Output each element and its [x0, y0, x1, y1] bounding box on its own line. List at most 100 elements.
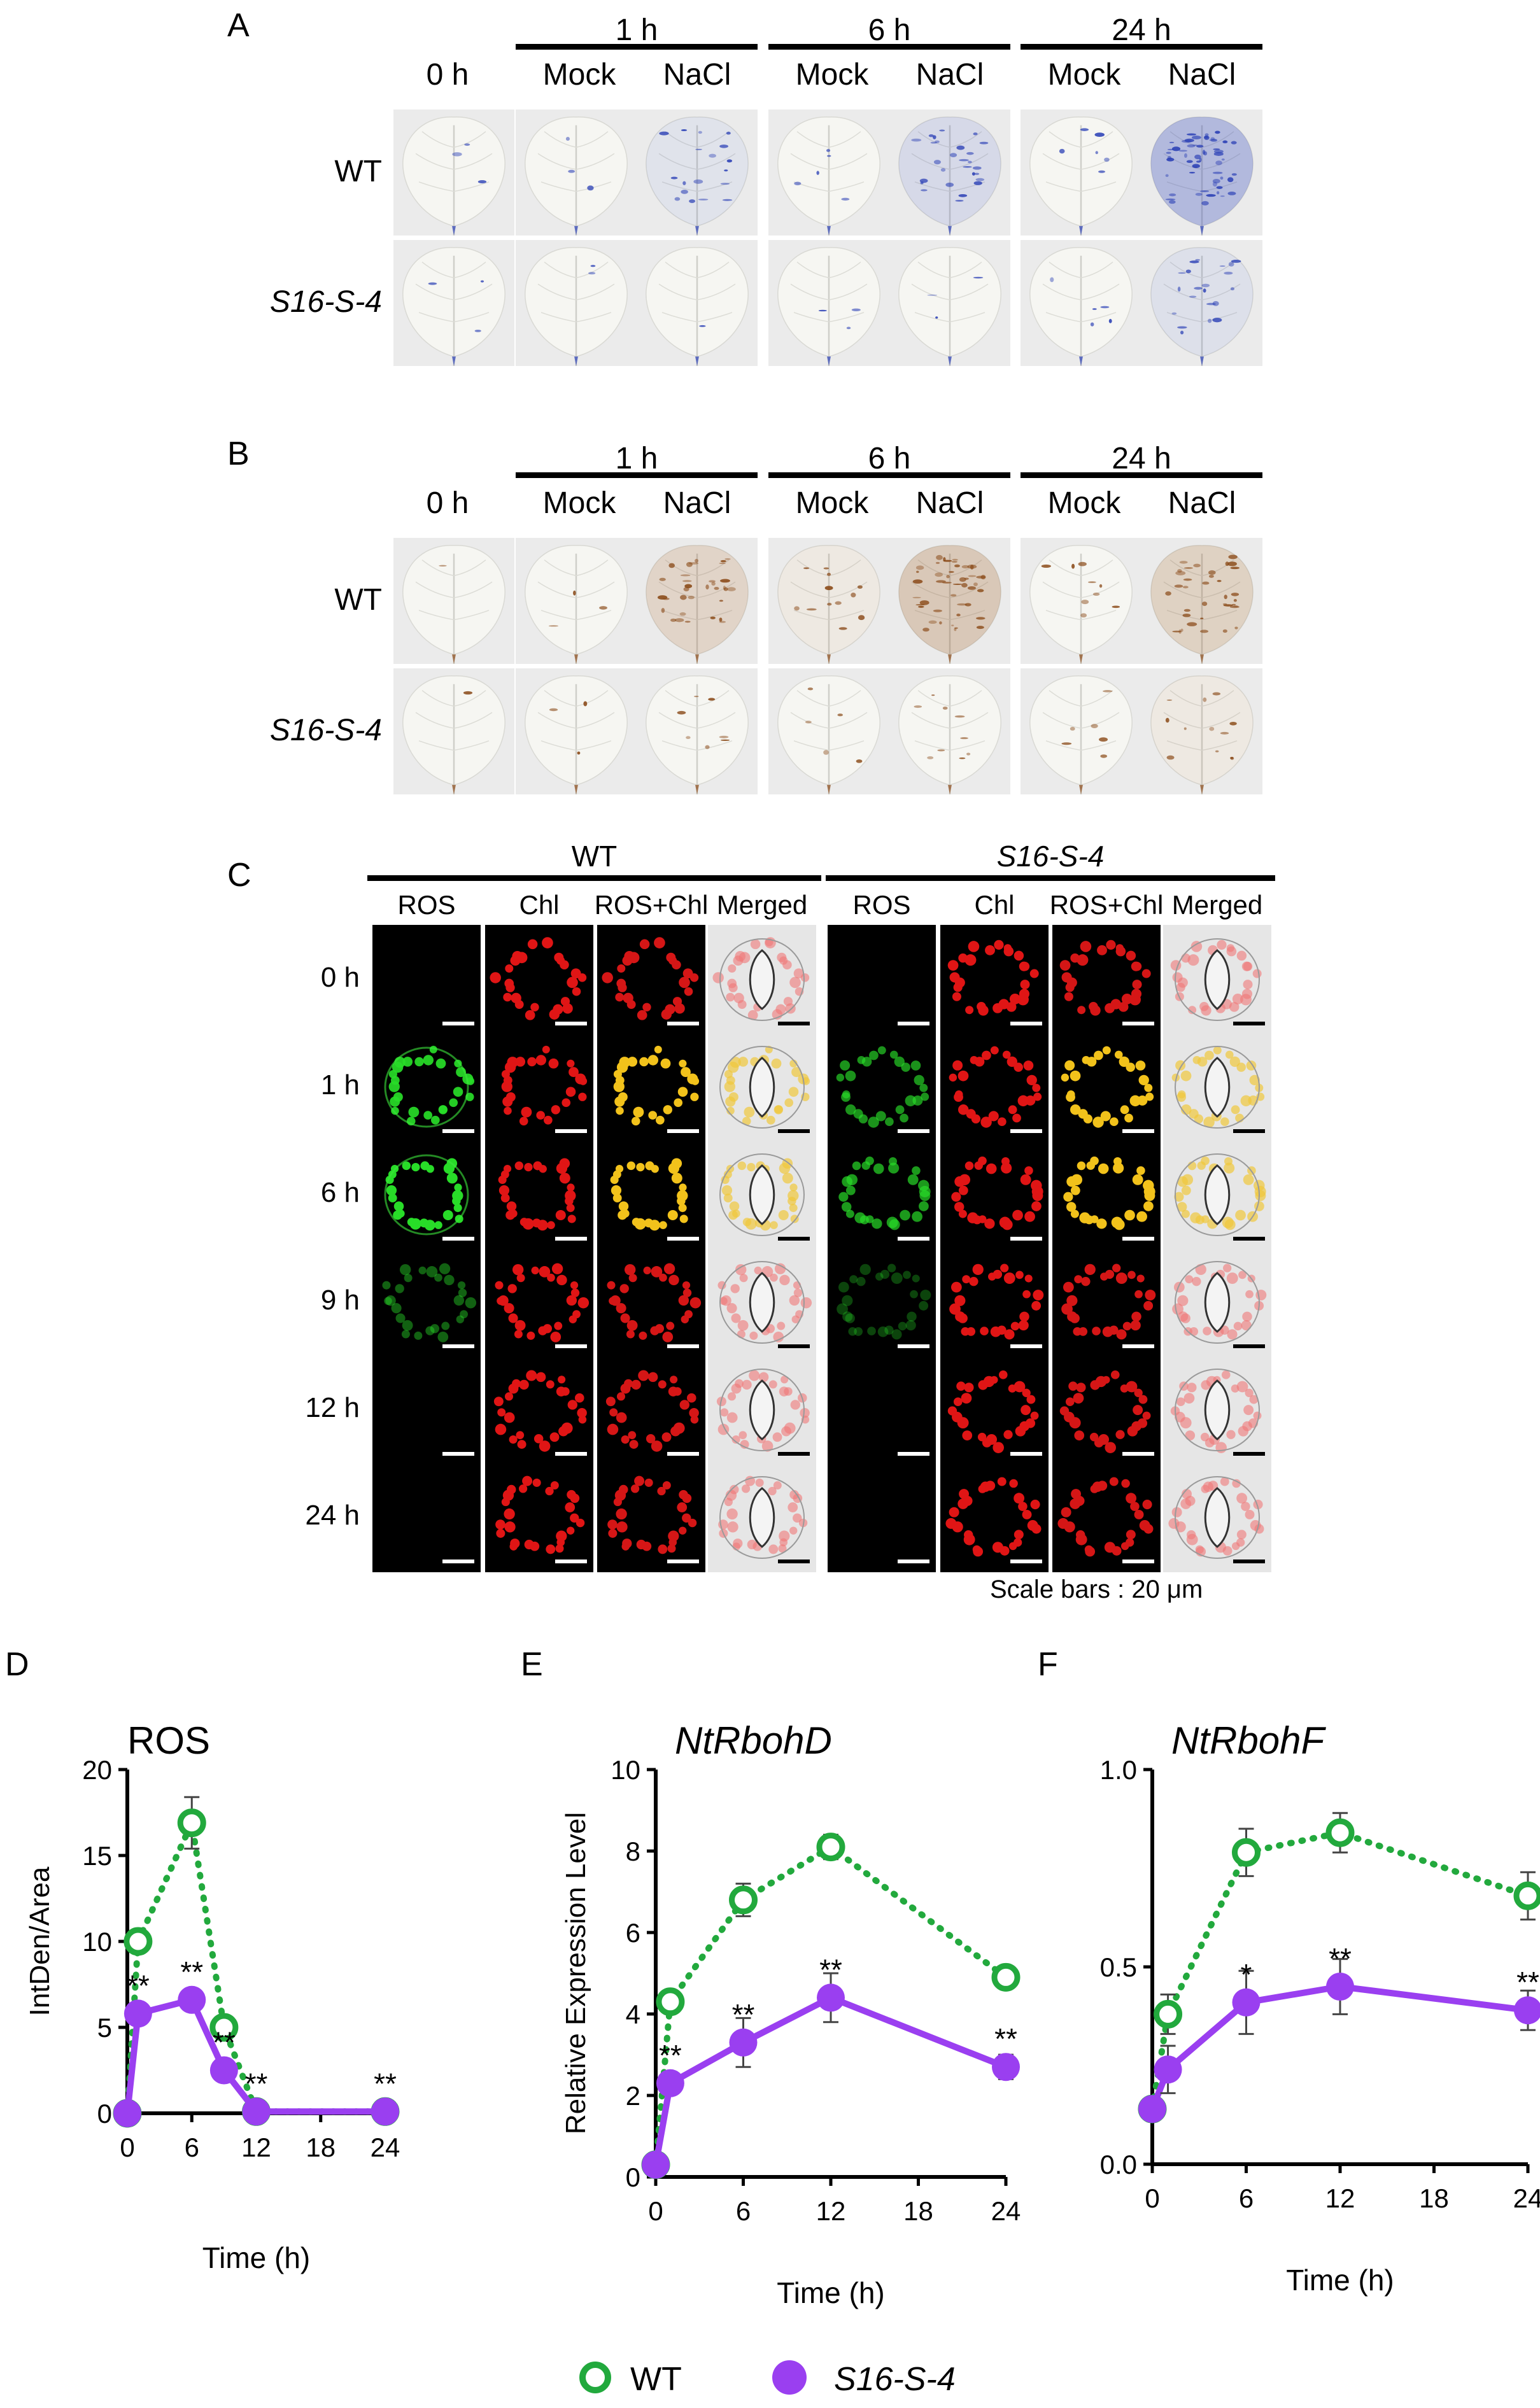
chloroplast-dot	[402, 1057, 413, 1067]
chloroplast-dot	[504, 1303, 514, 1314]
chloroplast-dot	[914, 1074, 924, 1086]
chloroplast-dot	[509, 1209, 518, 1218]
stain-spot	[1192, 164, 1200, 169]
chloroplast-dot	[639, 1331, 647, 1340]
chloroplast-dot	[648, 1111, 658, 1120]
stain-spot	[1195, 192, 1203, 196]
chloroplast-dot	[1102, 1326, 1113, 1337]
leaf-vein	[1080, 712, 1120, 729]
y-tick-label: 15	[82, 1841, 112, 1871]
chloroplast-dot	[679, 1400, 689, 1410]
column-label: Chl	[519, 890, 560, 920]
x-tick-label: 12	[816, 2196, 846, 2226]
stain-spot	[1165, 717, 1169, 723]
chloroplast-dot	[663, 1105, 673, 1115]
chloroplast-dot	[1245, 1388, 1254, 1397]
chloroplast-dot	[735, 1264, 747, 1276]
chloroplast-dot	[972, 1264, 984, 1276]
chloroplast-dot	[771, 1058, 782, 1069]
chloroplast-dot	[872, 1218, 882, 1229]
chloroplast-dot	[618, 1484, 628, 1495]
leaf-vein	[1080, 131, 1113, 148]
chloroplast-dot	[774, 1105, 784, 1115]
stain-spot	[1169, 141, 1175, 143]
scale-bar	[1010, 1560, 1042, 1563]
chloroplast-dot	[1030, 1411, 1039, 1420]
chloroplast-dot	[504, 1508, 515, 1520]
leaf-image	[768, 240, 889, 366]
chloroplast-dot	[525, 1010, 535, 1020]
stain-spot	[968, 160, 972, 164]
chloroplast-dot	[1073, 1393, 1084, 1404]
chloroplast-dot	[1121, 1479, 1130, 1488]
chloroplast-dot	[660, 1058, 671, 1069]
chloroplast-dot	[514, 1161, 524, 1171]
leaf-tile	[637, 668, 758, 794]
wt-point	[209, 2013, 239, 2042]
stomatal-pore	[749, 1164, 775, 1225]
chloroplast-dot	[650, 1326, 660, 1335]
chloroplast-dot	[773, 1481, 782, 1489]
leaf-vein	[696, 712, 736, 729]
stain-spot	[1222, 140, 1228, 144]
chloroplast-dot	[562, 1003, 573, 1014]
leaf-tile	[768, 668, 889, 794]
leaf-image	[516, 240, 637, 366]
treatment-label: NaCl	[1168, 58, 1236, 92]
micrograph	[372, 1140, 481, 1250]
scale-bar	[778, 1129, 810, 1133]
chloroplast-dot	[674, 1003, 685, 1014]
guard-cell-outline	[1175, 1476, 1260, 1559]
stain-spot	[693, 179, 703, 184]
chloroplast-dot	[873, 1163, 884, 1174]
scale-bar	[1233, 1022, 1265, 1025]
leaf-tile	[637, 240, 758, 366]
chloroplast-dot	[730, 1284, 740, 1293]
chloroplast-dot	[426, 1165, 434, 1173]
leaf-vein	[453, 581, 493, 598]
stain-spot	[674, 618, 684, 623]
leaf-vein	[421, 560, 455, 577]
chloroplast-dot	[784, 1098, 794, 1108]
chloroplast-dot	[1020, 980, 1030, 990]
stain-spot	[720, 579, 730, 583]
mutant-point	[642, 2150, 670, 2179]
scale-bar	[898, 1022, 929, 1025]
chloroplast-dot	[898, 1321, 907, 1331]
panel-label: E	[521, 1646, 543, 1683]
micrograph	[1163, 1140, 1271, 1250]
leaf-vein	[1080, 581, 1120, 598]
leaf-vein	[917, 131, 950, 148]
chloroplast-dot	[779, 1530, 790, 1542]
chloroplast-dot	[868, 1116, 879, 1128]
stain-spot	[1172, 630, 1182, 633]
leaf-vein	[696, 690, 730, 707]
chloroplast-dot	[1199, 1001, 1209, 1011]
treatment-label: NaCl	[1168, 486, 1236, 520]
guard-cell-outline	[1175, 1153, 1260, 1236]
stain-spot	[974, 173, 980, 175]
leaf-vein	[796, 560, 830, 577]
chloroplast-dot	[789, 1204, 798, 1213]
chloroplast-dot	[1110, 1370, 1120, 1379]
mutant-point	[113, 2099, 141, 2127]
chloroplast-dot	[532, 1478, 541, 1487]
stain-spot	[1212, 179, 1220, 184]
stain-spot	[1087, 581, 1096, 584]
stain-spot	[1100, 754, 1108, 758]
chloroplast-dot	[731, 1313, 741, 1323]
stain-spot	[1212, 692, 1221, 696]
chloroplast-dot	[778, 1544, 787, 1553]
chloroplast-dot	[854, 1327, 863, 1336]
petiole-stain	[1079, 356, 1083, 366]
chloroplast-dot	[1224, 1162, 1235, 1174]
leaf-vein	[453, 690, 486, 707]
chloroplast-dot	[504, 1412, 515, 1423]
chloroplast-dot	[495, 1281, 504, 1290]
stain-spot	[920, 181, 924, 185]
chloroplast-dot	[566, 1295, 577, 1306]
chloroplast-dot	[551, 1263, 563, 1274]
chloroplast-dot	[438, 1105, 448, 1115]
chloroplast-dot	[446, 1172, 458, 1184]
chloroplast-dot	[1110, 1117, 1119, 1127]
